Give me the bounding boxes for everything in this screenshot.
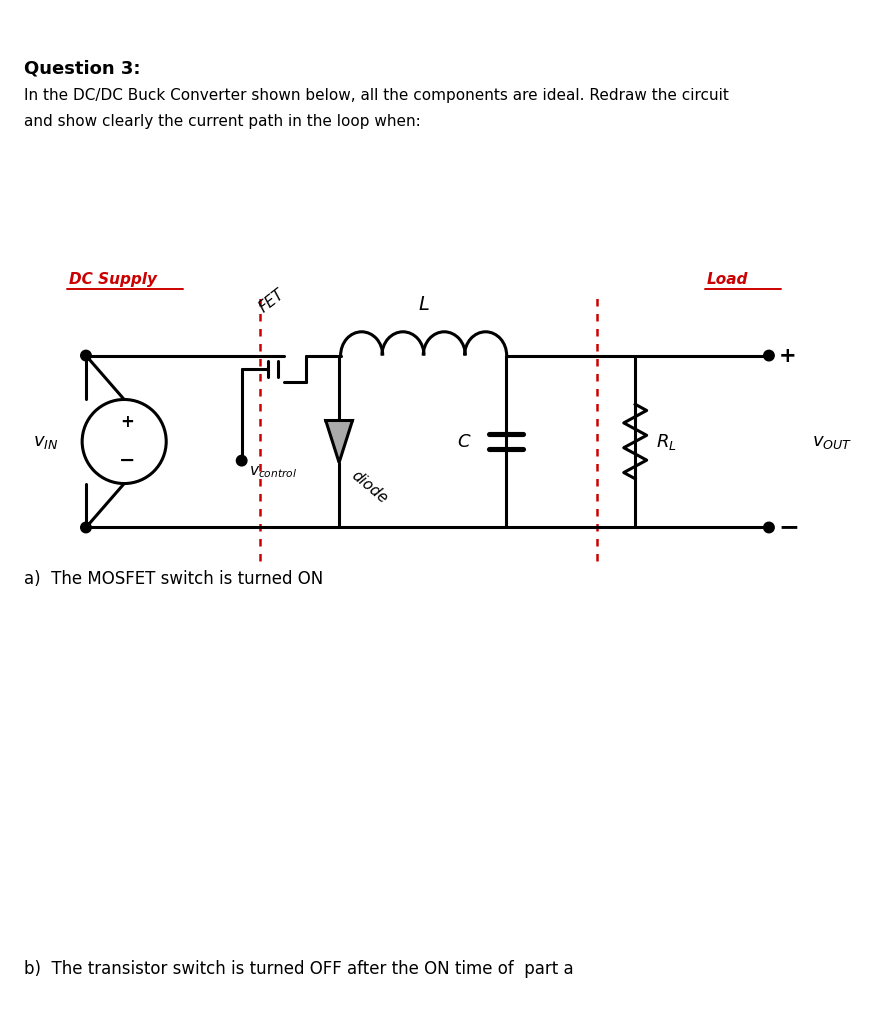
Text: Question 3:: Question 3: [24,60,140,77]
Text: −: − [779,515,799,539]
Text: b)  The transistor switch is turned OFF after the ON time of  part a: b) The transistor switch is turned OFF a… [24,961,573,978]
Circle shape [81,523,91,533]
Text: −: − [119,451,136,470]
Text: +: + [779,346,797,366]
Text: Load: Load [707,272,748,287]
Circle shape [764,350,774,361]
Text: DC Supply: DC Supply [69,272,157,287]
Polygon shape [326,420,353,463]
Text: $v_{IN}$: $v_{IN}$ [33,433,58,450]
Circle shape [237,456,247,466]
Text: L: L [418,294,429,314]
Text: diode: diode [349,468,391,507]
Circle shape [764,523,774,533]
Text: $R_L$: $R_L$ [657,432,677,451]
Text: and show clearly the current path in the loop when:: and show clearly the current path in the… [24,114,421,129]
Text: +: + [120,413,134,432]
Text: $v_{control}$: $v_{control}$ [249,465,298,480]
Text: $v_{OUT}$: $v_{OUT}$ [812,433,852,450]
Text: FET: FET [257,286,288,315]
Text: In the DC/DC Buck Converter shown below, all the components are ideal. Redraw th: In the DC/DC Buck Converter shown below,… [24,88,729,103]
Text: a)  The MOSFET switch is turned ON: a) The MOSFET switch is turned ON [24,570,323,589]
Circle shape [81,350,91,361]
Text: C: C [457,433,470,450]
